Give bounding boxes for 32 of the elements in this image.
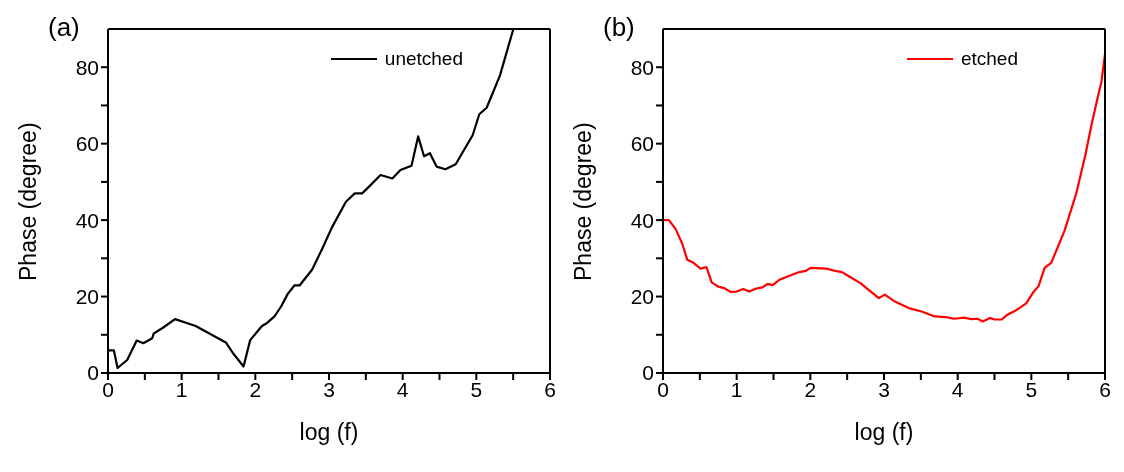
x-tick-label: 4 [396,377,409,401]
y-tick-label: 80 [630,55,654,79]
text: (a) [48,12,80,43]
y-tick-label: 80 [75,55,99,79]
x-tick-label: 2 [804,377,817,401]
y-tick-label: 40 [630,208,654,232]
x-tick-label: 6 [544,377,556,401]
x-tick-label: 5 [470,377,483,401]
x-tick-label: 5 [1025,377,1038,401]
x-tick-label: 0 [102,377,114,401]
y-tick-label: 60 [630,132,654,156]
x-tick-label: 2 [249,377,262,401]
y-tick-label: 0 [642,361,654,385]
text: (b) [603,12,635,43]
x-tick-label: 3 [323,377,335,401]
y-axis-title: Phase (degree) [570,122,597,281]
x-tick-label: 0 [657,377,669,401]
legend-label: etched [960,48,1018,70]
x-tick-label: 1 [175,377,188,401]
x-tick-label: 3 [878,377,890,401]
x-axis-title: log (f) [299,419,359,445]
x-tick-label: 1 [730,377,743,401]
y-axis-title: Phase (degree) [15,122,42,281]
y-tick-label: 40 [75,208,99,232]
x-axis-title: log (f) [854,419,914,445]
legend-label: unetched [384,48,463,70]
y-tick-label: 20 [630,285,654,309]
x-tick-label: 4 [951,377,964,401]
y-tick-label: 0 [87,361,99,385]
y-tick-label: 60 [75,132,99,156]
x-tick-label: 6 [1099,377,1111,401]
y-tick-label: 20 [75,285,99,309]
